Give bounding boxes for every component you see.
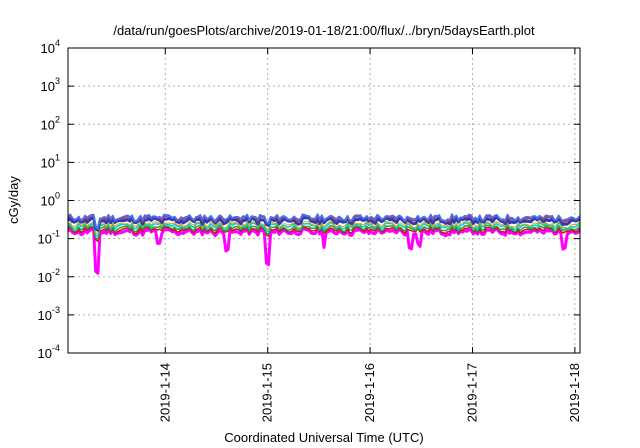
series-line [67,220,581,235]
x-tick-label: 2019-1-14 [157,363,172,422]
series-line [67,224,581,240]
y-tick-label: 101 [41,152,60,170]
x-tick-label: 2019-1-15 [260,363,275,422]
x-axis: 2019-1-14 2019-1-15 2019-1-16 2019-1-17 2019… [157,48,582,422]
x-tick-label: 2019-1-16 [362,363,377,422]
y-axis: 10-4 10-3 10-2 10-1 100 101 102 103 104 [38,38,580,361]
series-line [67,227,582,275]
x-tick-label: 2019-1-17 [464,363,479,422]
y-tick-label: 104 [41,38,60,56]
y-axis-label: cGy/day [6,176,21,224]
y-tick-label: 100 [41,191,60,209]
x-tick-label: 2019-1-18 [567,363,582,422]
grid [68,48,580,353]
y-tick-label: 10-3 [38,305,60,323]
series-line [67,215,581,232]
y-tick-label: 10-2 [38,267,60,285]
y-tick-label: 10-1 [38,229,60,247]
x-axis-label: Coordinated Universal Time (UTC) [224,430,423,445]
y-tick-label: 102 [41,114,60,132]
series-layer [67,213,582,275]
y-tick-label: 103 [41,76,60,94]
series-line [67,225,581,243]
series-line [67,213,581,230]
series-line [67,221,581,237]
y-tick-label: 10-4 [38,343,60,361]
chart-title: /data/run/goesPlots/archive/2019-01-18/2… [113,23,535,38]
